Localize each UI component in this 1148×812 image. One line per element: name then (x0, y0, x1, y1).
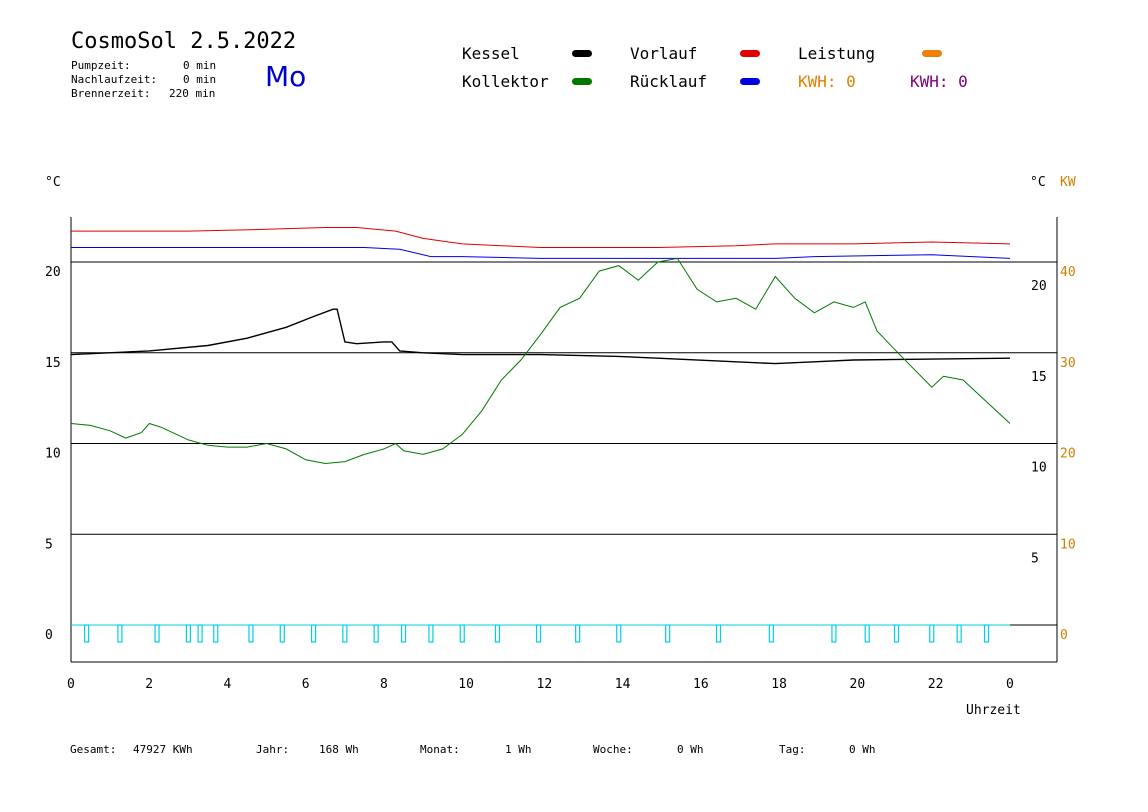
footer-gesamt-value: 47927 KWh (133, 743, 193, 756)
series-ruecklauf (71, 247, 1011, 259)
pump-pulse (197, 624, 203, 643)
footer-monat-label: Monat: (420, 743, 460, 756)
left-axis-unit: °C (45, 175, 61, 190)
legend-ruecklauf-swatch (740, 78, 760, 85)
kw-axis-unit: KW (1060, 175, 1076, 190)
right-tick-label: 15 (1031, 370, 1047, 385)
left-tick-label: 5 (45, 537, 53, 552)
pump-pulse (117, 624, 123, 643)
x-tick-label: 8 (380, 677, 388, 692)
pump-pulse (575, 624, 581, 643)
legend-ruecklauf-label: Rücklauf (630, 72, 708, 91)
kw-tick-label: 10 (1060, 537, 1076, 552)
legend-vorlauf-label: Vorlauf (630, 44, 698, 63)
footer-jahr-label: Jahr: (256, 743, 290, 756)
left-tick-label: 0 (45, 628, 53, 643)
kw-tick-label: 40 (1060, 265, 1076, 280)
x-tick-label: 2 (145, 677, 153, 692)
legend-kessel-swatch (572, 50, 592, 57)
footer-jahr-value: 168 Wh (319, 743, 359, 756)
x-tick-label: 10 (458, 677, 474, 692)
x-tick-label: 14 (615, 677, 631, 692)
legend-kessel-label: Kessel (462, 44, 520, 63)
series-kessel (70, 308, 1011, 365)
kw-tick-label: 0 (1060, 628, 1068, 643)
pump-pulse (185, 624, 191, 643)
pump-pulse (459, 624, 465, 643)
series-kollektor (70, 257, 1011, 465)
left-tick-label: 20 (45, 265, 61, 280)
page-title: CosmoSol 2.5.2022 (71, 29, 297, 54)
x-tick-label: 0 (1006, 677, 1014, 692)
pump-pulse (84, 624, 90, 643)
footer-woche-value: 0 Wh (677, 743, 704, 756)
footer-tag-label: Tag: (779, 743, 806, 756)
pump-pulse (428, 624, 434, 643)
footer-monat-value: 1 Wh (505, 743, 532, 756)
nachlaufzeit-value: 0 min (183, 73, 217, 86)
pump-pulse (154, 624, 160, 643)
pump-pulse (342, 624, 348, 643)
right-axis-unit: °C (1030, 175, 1046, 190)
kwh-orange-label: KWH: 0 (798, 72, 856, 91)
right-tick-label: 20 (1031, 279, 1047, 294)
legend-leistung-swatch (922, 50, 942, 57)
series-vorlauf (71, 227, 1011, 248)
legend-leistung-label: Leistung (798, 44, 876, 63)
x-tick-label: 4 (224, 677, 232, 692)
x-axis-label: Uhrzeit (966, 703, 1021, 718)
kwh-purple-label: KWH: 0 (910, 72, 968, 91)
pump-pulse (956, 624, 962, 643)
pump-pulse (279, 624, 285, 643)
x-tick-label: 22 (928, 677, 944, 692)
footer-woche-label: Woche: (593, 743, 633, 756)
brennerzeit-label: Brennerzeit: (71, 87, 151, 100)
pump-pulse (768, 624, 774, 643)
pump-pulse (665, 624, 671, 643)
pumpzeit-value: 0 min (183, 59, 217, 72)
left-tick-label: 10 (45, 447, 61, 462)
x-tick-label: 0 (67, 677, 75, 692)
pump-pulse (929, 624, 935, 643)
kw-tick-label: 30 (1060, 356, 1076, 371)
pumpzeit-label: Pumpzeit: (71, 59, 131, 72)
right-tick-label: 5 (1031, 551, 1039, 566)
footer-gesamt-label: Gesamt: (70, 743, 117, 756)
pump-pulse (494, 624, 501, 643)
footer-tag-value: 0 Wh (849, 743, 876, 756)
pump-pulse (400, 624, 407, 643)
pump-pulse (983, 624, 990, 643)
x-tick-label: 18 (771, 677, 787, 692)
legend-kollektor-label: Kollektor (462, 72, 549, 91)
pump-pulse (715, 624, 722, 643)
weekday-label: Mo (265, 60, 307, 93)
legend-kollektor-swatch (572, 78, 592, 85)
pump-pulse (248, 624, 254, 643)
nachlaufzeit-label: Nachlaufzeit: (71, 73, 158, 86)
left-tick-label: 15 (45, 356, 61, 371)
x-tick-label: 20 (850, 677, 866, 692)
pump-pulse (831, 624, 837, 643)
kw-tick-label: 20 (1060, 447, 1076, 462)
pump-pulse (310, 624, 317, 643)
pump-pulse (535, 624, 542, 643)
x-tick-label: 16 (693, 677, 709, 692)
x-tick-label: 12 (537, 677, 553, 692)
brennerzeit-value: 220 min (169, 87, 216, 100)
x-tick-label: 6 (302, 677, 310, 692)
pump-pulse (373, 624, 379, 643)
right-tick-label: 10 (1031, 461, 1047, 476)
legend-vorlauf-swatch (740, 50, 760, 57)
pump-pulse (893, 624, 900, 643)
pump-pulse (864, 624, 870, 643)
pump-pulse (213, 624, 219, 643)
pump-pulse (616, 624, 622, 643)
